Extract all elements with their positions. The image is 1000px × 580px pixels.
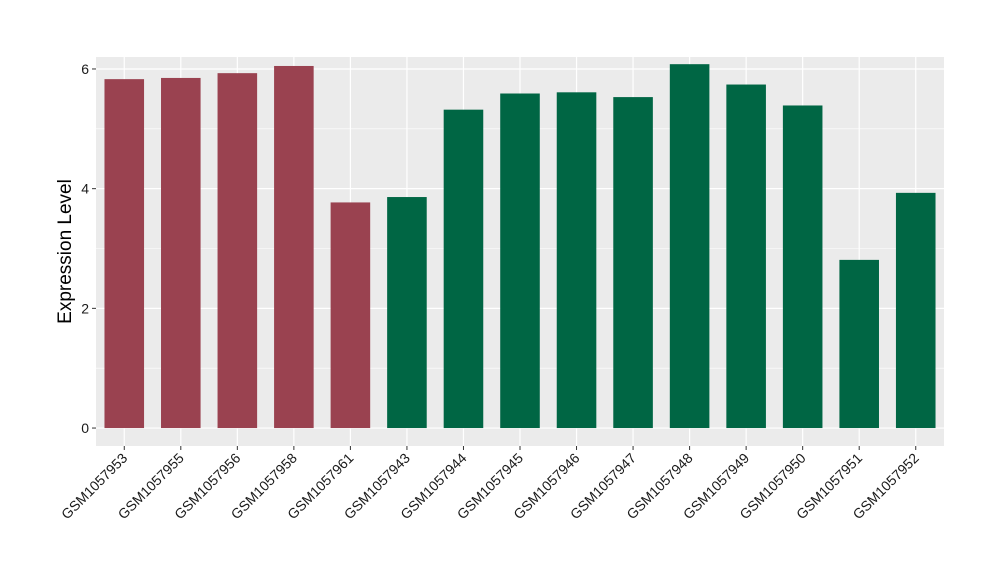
bar-GSM1057956 <box>217 73 258 429</box>
bar-GSM1057944 <box>443 109 484 429</box>
bar-GSM1057943 <box>387 197 427 429</box>
y-axis: 0 2 4 6 <box>81 61 96 436</box>
y-axis-title: Expression Level <box>55 179 76 324</box>
bar-GSM1057950 <box>782 105 823 429</box>
bar-GSM1057952 <box>895 192 936 429</box>
x-axis: GSM1057953GSM1057955GSM1057956GSM1057958… <box>58 446 922 522</box>
y-tick-label: 6 <box>81 61 89 77</box>
bar-GSM1057951 <box>839 259 879 429</box>
y-tick-label: 0 <box>81 420 89 436</box>
y-tick-label: 2 <box>81 300 89 316</box>
bar-GSM1057955 <box>161 77 201 429</box>
bar-GSM1057947 <box>613 97 653 429</box>
bar-GSM1057945 <box>500 93 540 429</box>
bar-GSM1057953 <box>104 79 145 429</box>
bar-GSM1057946 <box>556 92 597 429</box>
bar-GSM1057949 <box>726 84 766 429</box>
y-tick-label: 4 <box>81 181 89 197</box>
bar-GSM1057958 <box>274 65 314 429</box>
bar-GSM1057948 <box>669 64 710 429</box>
bar-GSM1057961 <box>330 202 371 429</box>
bars <box>104 64 936 429</box>
